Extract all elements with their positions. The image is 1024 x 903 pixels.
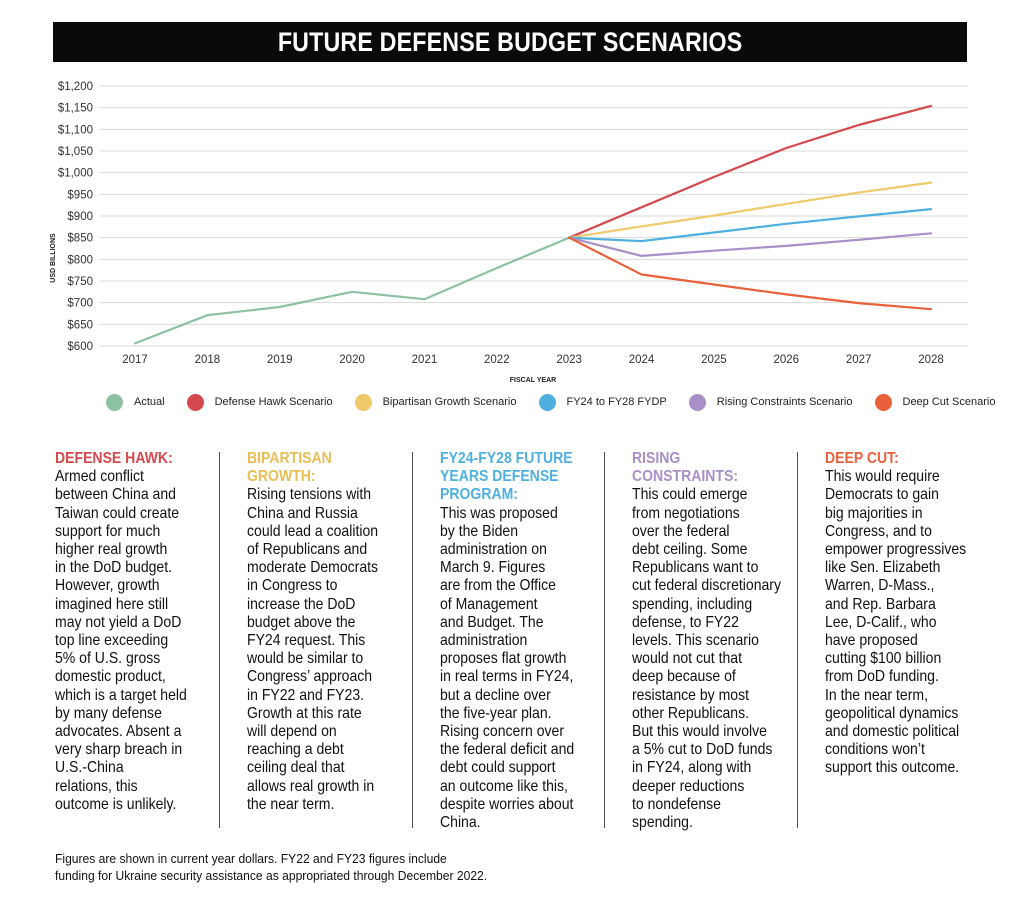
x-tick-label: 2028 bbox=[918, 354, 944, 366]
legend-swatch bbox=[106, 393, 123, 411]
scenario-heading: RISING CONSTRAINTS: bbox=[632, 450, 739, 486]
x-tick-label: 2017 bbox=[122, 354, 148, 366]
scenario-column: DEFENSE HAWK: Armed conflict between China… bbox=[55, 450, 230, 814]
legend-item: Rising Constraints Scenario bbox=[688, 393, 853, 411]
y-tick-label: $800 bbox=[67, 254, 93, 266]
footnote: Figures are shown in current year dollar… bbox=[55, 850, 655, 884]
column-divider bbox=[797, 452, 798, 828]
legend-swatch bbox=[538, 393, 556, 411]
series-line-actual bbox=[133, 236, 571, 345]
chart-title-bar: FUTURE DEFENSE BUDGET SCENARIOS bbox=[53, 22, 967, 62]
scenario-heading: DEEP CUT: bbox=[825, 450, 899, 467]
column-divider bbox=[219, 452, 220, 828]
chart-legend: Actual Defense Hawk Scenario Bipartisan Gr… bbox=[106, 393, 1017, 411]
y-tick-label: $1,150 bbox=[58, 103, 93, 115]
legend-swatch bbox=[186, 393, 204, 411]
legend-item: Actual bbox=[106, 393, 165, 411]
series-line-bipartisan-growth-scenario bbox=[568, 181, 933, 239]
column-divider bbox=[604, 452, 605, 828]
legend-label: FY24 to FY28 FYDP bbox=[566, 396, 667, 408]
scenario-body: This could emerge from negotiations over t… bbox=[632, 486, 781, 832]
legend-item: FY24 to FY28 FYDP bbox=[538, 393, 667, 411]
scenario-body: This was proposed by the Biden administrat… bbox=[440, 504, 575, 832]
scenario-column: FY24-FY28 FUTURE YEARS DEFENSE PROGRAM: Thi… bbox=[440, 450, 615, 832]
chart-title: FUTURE DEFENSE BUDGET SCENARIOS bbox=[277, 27, 743, 57]
y-tick-label: $1,200 bbox=[58, 81, 93, 93]
legend-item: Defense Hawk Scenario bbox=[186, 393, 333, 411]
y-tick-label: $1,000 bbox=[58, 168, 93, 180]
legend-item: Bipartisan Growth Scenario bbox=[354, 393, 517, 411]
scenario-body: Armed conflict between China and Taiwan co… bbox=[55, 468, 187, 813]
legend-swatch bbox=[688, 393, 706, 411]
scenario-column: BIPARTISAN GROWTH: Rising tensions with Chi… bbox=[247, 450, 422, 814]
scenario-heading: FY24-FY28 FUTURE YEARS DEFENSE PROGRAM: bbox=[440, 450, 573, 504]
scenario-column: RISING CONSTRAINTS: This could emerge from … bbox=[632, 450, 807, 832]
series-line-fy24-to-fy28-fydp bbox=[568, 208, 933, 243]
scenario-body: This would require Democrats to gain big m… bbox=[825, 468, 967, 777]
legend-label: Rising Constraints Scenario bbox=[716, 396, 853, 408]
footnote-line-1: Figures are shown in current year dollar… bbox=[55, 851, 447, 866]
y-tick-label: $750 bbox=[67, 276, 93, 288]
legend-swatch bbox=[354, 393, 372, 411]
x-tick-label: 2024 bbox=[629, 354, 655, 366]
series-line-rising-constraints-scenario bbox=[568, 232, 933, 257]
x-tick-label: 2018 bbox=[195, 354, 221, 366]
legend-label: Bipartisan Growth Scenario bbox=[382, 396, 517, 408]
x-axis-title: FISCAL YEAR bbox=[510, 377, 556, 384]
y-axis-title: USD BILLIONS bbox=[50, 233, 57, 283]
x-tick-label: 2027 bbox=[846, 354, 872, 366]
y-tick-label: $650 bbox=[67, 319, 93, 331]
y-tick-label: $600 bbox=[67, 341, 93, 353]
legend-swatch bbox=[874, 393, 892, 411]
y-tick-label: $1,050 bbox=[58, 146, 93, 158]
y-tick-label: $850 bbox=[67, 233, 93, 245]
x-tick-label: 2021 bbox=[412, 354, 438, 366]
y-tick-label: $950 bbox=[67, 189, 93, 201]
series-line-deep-cut-scenario bbox=[568, 236, 933, 311]
column-divider bbox=[412, 452, 413, 828]
scenario-body: Rising tensions with China and Russia coul… bbox=[247, 486, 379, 813]
y-tick-label: $700 bbox=[67, 298, 93, 310]
legend-label: Defense Hawk Scenario bbox=[214, 396, 333, 408]
x-tick-label: 2023 bbox=[556, 354, 582, 366]
y-tick-label: $900 bbox=[67, 211, 93, 223]
legend-item: Deep Cut Scenario bbox=[874, 393, 996, 411]
x-tick-label: 2020 bbox=[339, 354, 365, 366]
x-tick-label: 2026 bbox=[773, 354, 799, 366]
legend-label: Actual bbox=[134, 396, 165, 408]
line-chart: $600 $650 $700 $750 $800 $850 $900 $950 $1,000 $1… bbox=[50, 81, 968, 384]
footnote-line-2: funding for Ukraine security assistance … bbox=[55, 868, 488, 883]
series-line-defense-hawk-scenario bbox=[568, 104, 933, 239]
x-tick-label: 2019 bbox=[267, 354, 293, 366]
y-tick-label: $1,100 bbox=[58, 124, 93, 136]
legend-label: Deep Cut Scenario bbox=[902, 396, 996, 408]
x-tick-label: 2022 bbox=[484, 354, 510, 366]
scenario-heading: BIPARTISAN GROWTH: bbox=[247, 450, 332, 486]
scenario-column: DEEP CUT: This would require Democrats to … bbox=[825, 450, 1000, 778]
scenario-heading: DEFENSE HAWK: bbox=[55, 450, 173, 467]
x-tick-label: 2025 bbox=[701, 354, 727, 366]
scenario-descriptions: DEFENSE HAWK: Armed conflict between China… bbox=[55, 450, 975, 832]
